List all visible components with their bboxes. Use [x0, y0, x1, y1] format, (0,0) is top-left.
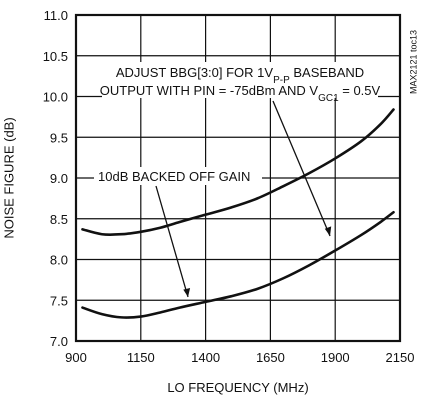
- annotation-upper-background: [102, 62, 378, 98]
- figure-id: MAX2121 toc13: [408, 30, 418, 94]
- series-layer: [81, 108, 395, 319]
- y-tick-label: 7.0: [50, 334, 68, 349]
- x-tick-label: 1900: [321, 350, 350, 365]
- annotation-upper-arrowhead: [324, 226, 332, 236]
- plot-frame: [74, 13, 402, 343]
- annotation-upper-line-1-main: ADJUST BBG[3:0] FOR 1V: [116, 65, 274, 80]
- annotation-lower-arrow: [155, 185, 189, 298]
- annotation-upper-line-2-main: OUTPUT WITH PIN = -75dBm AND V: [100, 83, 319, 98]
- annotation-lower-background: [94, 167, 262, 185]
- annotation-upper-line-1: ADJUST BBG[3:0] FOR 1VP-P BASEBAND: [116, 65, 364, 86]
- series-lower-line: [81, 210, 395, 319]
- x-tick-label: 2150: [386, 350, 415, 365]
- y-tick-label: 9.0: [50, 171, 68, 186]
- y-tick-label: 11.0: [44, 8, 68, 23]
- x-tick-label: 900: [65, 350, 87, 365]
- y-tick-label: 10.5: [43, 49, 68, 64]
- annotation-upper-line-2: OUTPUT WITH PIN = -75dBm AND VGC1 = 0.5V: [100, 83, 381, 104]
- annotation-upper-line-1-tail: BASEBAND: [290, 65, 364, 80]
- y-tick-label: 8.0: [50, 253, 68, 268]
- tick-labels: 900 1150 1400 1650 1900 2150 7.0 7.5 8.0 8.5 9.0 9.…: [43, 8, 415, 365]
- y-tick-label: 10.0: [43, 90, 68, 105]
- annotations: ADJUST BBG[3:0] FOR 1VP-P BASEBAND OUTPU…: [94, 62, 381, 298]
- x-axis-title: LO FREQUENCY (MHz): [167, 380, 308, 395]
- annotation-lower-arrowhead: [183, 288, 191, 297]
- annotation-upper-arrow: [272, 100, 331, 237]
- y-tick-label: 7.5: [50, 293, 68, 308]
- annotation-upper-line-2-sub: GC1: [318, 93, 339, 104]
- x-tick-label: 1150: [127, 350, 155, 365]
- x-tick-label: 1650: [256, 350, 285, 365]
- annotation-upper-line-2-tail: = 0.5V: [339, 83, 381, 98]
- x-tick-label: 1400: [191, 350, 220, 365]
- annotation-upper-line-1-sub: P-P: [273, 75, 290, 86]
- y-tick-label: 9.5: [50, 130, 68, 145]
- series-upper-line: [81, 108, 395, 236]
- annotation-lower: 10dB BACKED OFF GAIN: [98, 169, 250, 184]
- y-tick-label: 8.5: [50, 212, 68, 227]
- y-axis-title: NOISE FIGURE (dB): [1, 117, 16, 238]
